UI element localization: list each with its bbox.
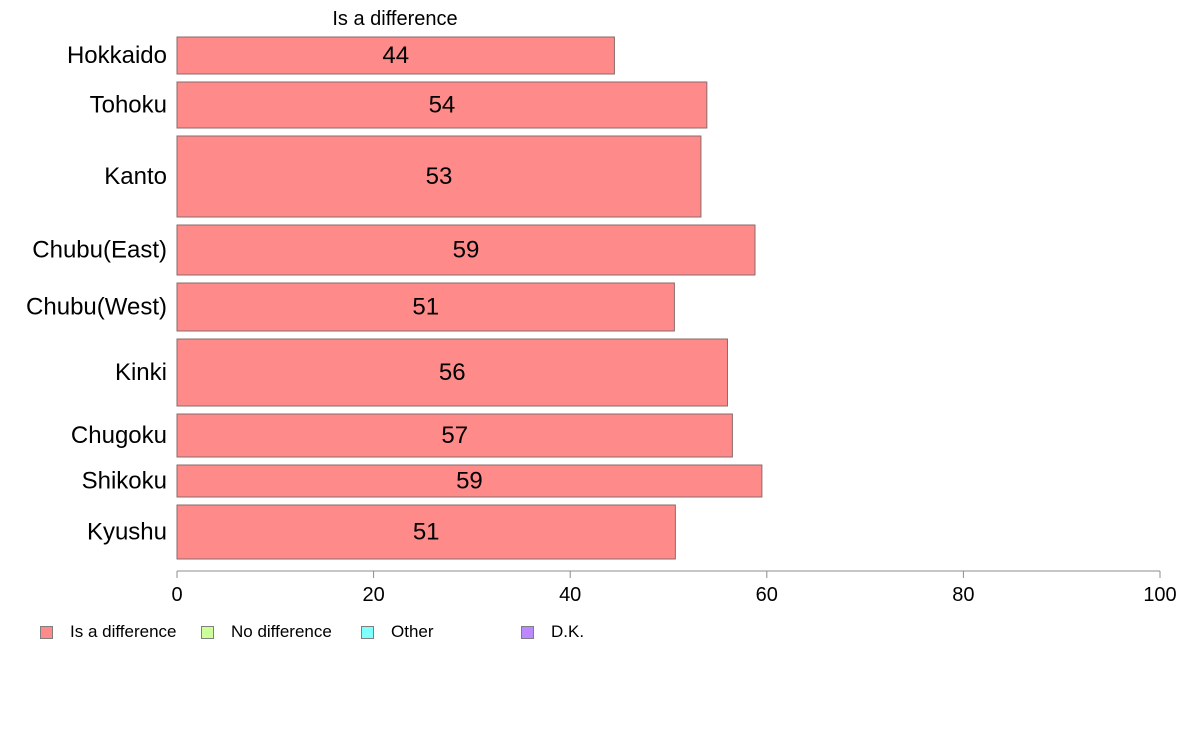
legend-item-no-difference: No difference (201, 622, 332, 642)
bar-hokkaido (176, 36, 615, 75)
legend-swatch (40, 625, 53, 639)
legend-item-dk: D.K. (521, 622, 584, 642)
data-label: 51 (413, 519, 440, 546)
chart-title: Is a difference (332, 8, 457, 30)
legend-label: Other (391, 622, 434, 641)
legend-label: D.K. (551, 622, 585, 641)
data-label: 59 (456, 468, 483, 495)
legend-item-is-a-difference: Is a difference (40, 622, 176, 642)
legend-label: Is a difference (70, 622, 177, 641)
category-label: Kanto (104, 163, 167, 190)
legend-swatch (521, 625, 534, 639)
x-tick-label: 60 (756, 584, 778, 606)
legend-item-other: Other (361, 622, 434, 642)
legend-swatch (201, 625, 214, 639)
category-label: Kyushu (87, 519, 167, 546)
x-tick-label: 20 (362, 584, 384, 606)
data-label: 56 (439, 359, 466, 386)
bar-kanto (176, 135, 702, 218)
x-tick-label: 0 (171, 584, 182, 606)
data-label: 59 (453, 237, 480, 264)
category-label: Chugoku (71, 422, 167, 449)
data-label: 57 (441, 422, 468, 449)
legend: Is a difference No difference Other D.K. (40, 622, 1140, 646)
x-axis: 0 20 40 60 80 100 (171, 570, 1177, 606)
data-label: 51 (412, 294, 439, 321)
category-label: Hokkaido (67, 42, 167, 69)
x-tick-label: 40 (559, 584, 581, 606)
bars-group: Hokkaido 44 Tohoku 54 Kanto 53 Chubu(East) 59 Ch… (26, 36, 763, 560)
legend-swatch (361, 625, 374, 639)
bar-kyushu (176, 504, 676, 560)
bar-chugoku (176, 413, 733, 458)
bar-chubu-west (176, 282, 675, 332)
legend-label: No difference (231, 622, 332, 641)
x-tick-label: 100 (1143, 584, 1176, 606)
bar-tohoku (176, 81, 708, 129)
bar-chubu-east (176, 224, 756, 276)
bar-kinki (176, 338, 728, 407)
data-label: 54 (429, 92, 456, 119)
x-tick-label: 80 (952, 584, 974, 606)
category-label: Kinki (115, 359, 167, 386)
data-label: 53 (426, 163, 453, 190)
bar-shikoku (176, 464, 763, 498)
category-label: Chubu(West) (26, 294, 167, 321)
data-label: 44 (382, 42, 409, 69)
category-label: Chubu(East) (32, 237, 167, 264)
category-label: Shikoku (82, 468, 167, 495)
category-label: Tohoku (90, 92, 167, 119)
